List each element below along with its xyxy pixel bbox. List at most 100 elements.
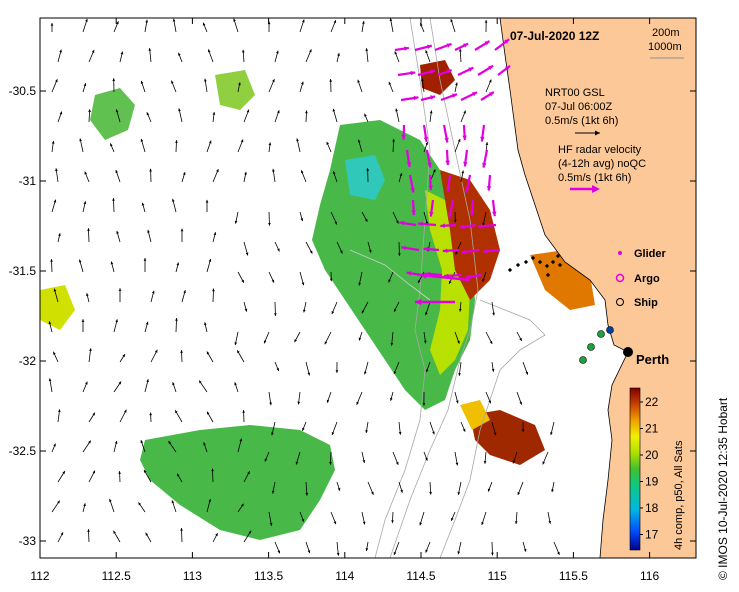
credit-text: © IMOS 10-Jul-2020 12:35 Hobart <box>716 397 730 580</box>
gsl-arrow-head <box>57 500 60 504</box>
glider-track-point <box>545 272 551 278</box>
gsl-arrow-head <box>118 381 122 385</box>
gsl-arrow-head <box>276 50 279 54</box>
gsl-arrow-head <box>388 81 392 85</box>
gsl-arrow-head <box>244 171 247 175</box>
gsl-arrow-head <box>482 278 485 282</box>
gsl-arrow-head <box>301 282 305 286</box>
hf-arrow-head <box>486 185 492 191</box>
gsl-arrow-head <box>550 432 553 436</box>
gsl-arrow-head <box>419 522 423 526</box>
hf-arrow-head <box>462 135 467 141</box>
gsl-arrow-head <box>175 318 178 321</box>
gsl-arrow-head <box>455 251 458 255</box>
gsl-arrow-head <box>425 549 428 553</box>
hf-arrow-head <box>465 187 470 193</box>
gsl-arrow-head <box>481 522 484 525</box>
glider-track-point <box>550 259 556 265</box>
x-tick-label: 114 <box>335 569 354 583</box>
sst-patches <box>40 60 595 540</box>
gsl-arrow-head <box>208 258 212 262</box>
hf-radar-arrows <box>394 38 511 306</box>
gsl-arrow-head <box>248 530 252 534</box>
gsl-arrow-head <box>301 170 304 174</box>
gsl-arrow-head <box>451 517 454 521</box>
gsl-arrow-head <box>206 351 210 355</box>
gsl-arrow-head <box>268 222 271 226</box>
gsl-arrow-head <box>491 552 494 556</box>
gsl-arrow-head <box>302 309 306 313</box>
gsl-arrow-head <box>425 141 428 145</box>
gsl-arrow-head <box>151 290 155 294</box>
gsl-arrow-head <box>361 310 365 314</box>
gsl-arrow-head <box>141 202 145 206</box>
station-marker-2[interactable] <box>587 343 595 351</box>
gsl-arrow-head <box>461 170 465 174</box>
gsl-arrow-head <box>358 282 361 286</box>
gsl-arrow-head <box>418 280 421 284</box>
gsl-arrow-head <box>91 49 95 53</box>
gsl-arrow-head <box>519 401 522 405</box>
gsl-arrow-head <box>116 21 119 25</box>
gsl-arrow-head <box>62 470 65 474</box>
gsl-arrow-head <box>483 461 487 464</box>
gsl-arrow-head <box>514 521 518 525</box>
gsl-arrow-head <box>240 139 244 143</box>
gsl-arrow-head <box>215 533 218 537</box>
gsl-arrow-head <box>271 432 274 436</box>
gsl-arrow-head <box>212 111 216 115</box>
gsl-arrow-head <box>149 412 153 416</box>
gsl-arrow-head <box>398 253 401 256</box>
station-marker-1[interactable] <box>597 330 605 338</box>
gsl-arrow-head <box>365 430 368 433</box>
gsl-arrow-head <box>425 457 428 461</box>
gsl-arrow-head <box>272 168 275 172</box>
gsl-arrow-head <box>171 198 175 202</box>
gsl-arrow-head <box>340 250 343 254</box>
x-tick-label: 116 <box>640 569 659 583</box>
ship-marker[interactable] <box>623 347 633 357</box>
hf-arrow-head <box>444 137 449 143</box>
gsl-arrow-head <box>329 461 332 465</box>
gsl-arrow-head <box>362 21 365 24</box>
hf-arrow-head <box>399 220 405 226</box>
gsl-arrow-head <box>491 368 495 372</box>
argo-marker[interactable] <box>606 326 614 334</box>
gsl-arrow-head <box>145 321 149 325</box>
gsl-arrow-head <box>175 140 178 143</box>
gsl-arrow-head <box>398 431 402 435</box>
gsl-arrow-head <box>457 340 460 344</box>
gsl-arrow-head <box>512 460 516 464</box>
gsl-arrow-head <box>301 81 304 85</box>
sst-patch-northwest-green <box>90 88 135 140</box>
gsl-arrow-head <box>241 49 245 53</box>
gsl-arrow-head <box>115 109 119 113</box>
gsl-arrow-head <box>88 109 91 112</box>
gsl-arrow-head <box>455 82 458 86</box>
gsl-arrow-head <box>55 79 58 83</box>
hf-arrow-head <box>504 39 510 44</box>
gsl-arrow-head <box>366 168 370 171</box>
gsl-arrow-head <box>423 340 427 344</box>
gsl-arrow-head <box>83 83 87 87</box>
gsl-arrow-head <box>448 280 452 284</box>
gsl-arrow-head <box>521 429 525 433</box>
gsl-arrow-head <box>183 290 186 294</box>
gsl-arrow-head <box>86 293 89 297</box>
gsl-arrow-head <box>396 220 399 224</box>
glider-track-point <box>530 255 536 261</box>
hf-arrow-head <box>472 92 478 97</box>
gsl-arrow-head <box>237 350 240 354</box>
gsl-arrow-head <box>332 108 336 112</box>
gsl-arrow-head <box>305 492 309 496</box>
gsl-arrow-head <box>489 340 493 344</box>
gsl-arrow-head <box>301 518 305 522</box>
gsl-arrow-head <box>331 432 335 436</box>
gsl-arrow-head <box>264 458 268 462</box>
gsl-arrow-head <box>429 491 433 495</box>
gsl-arrow-head <box>148 48 152 51</box>
hf-arrow-head <box>460 224 465 229</box>
hf-arrow-head <box>404 46 409 51</box>
station-marker-3[interactable] <box>579 356 587 364</box>
gsl-arrow-head <box>84 171 88 175</box>
